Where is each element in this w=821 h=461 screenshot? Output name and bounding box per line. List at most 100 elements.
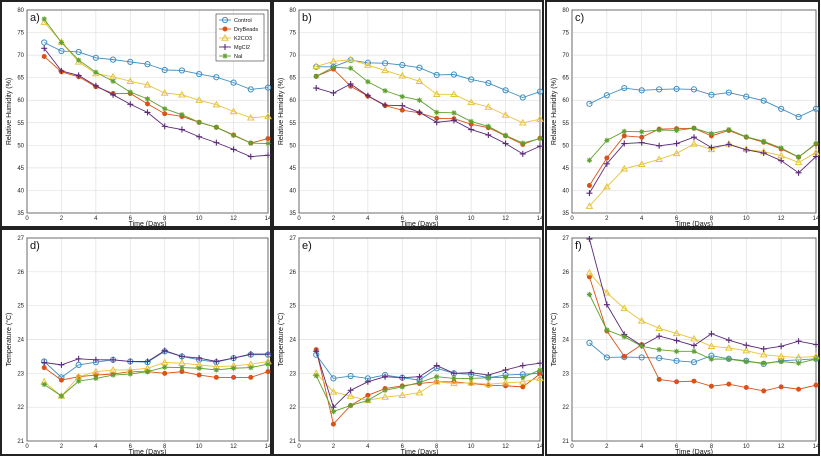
data-point-drybeads bbox=[674, 379, 680, 385]
data-point-mgcl2-shape bbox=[178, 126, 185, 133]
x-tick-label: 0 bbox=[570, 444, 574, 450]
data-point-drybeads-shape bbox=[330, 421, 336, 427]
data-point-mgcl2-shape bbox=[760, 150, 767, 157]
data-point-mgcl2 bbox=[196, 355, 203, 362]
data-point-k2co3 bbox=[381, 66, 389, 74]
data-point-nai-shape bbox=[213, 124, 219, 130]
data-point-control bbox=[743, 93, 750, 100]
x-tick-label: 8 bbox=[435, 216, 439, 222]
x-axis-label: Time (Days) bbox=[401, 449, 439, 456]
data-point-k2co3-shape bbox=[432, 377, 441, 385]
data-point-k2co3-shape bbox=[381, 393, 389, 400]
data-point-mgcl2 bbox=[92, 356, 99, 363]
y-tick-label: 22 bbox=[289, 405, 296, 411]
data-point-control-shape bbox=[264, 84, 272, 91]
data-point-mgcl2-shape bbox=[813, 153, 819, 160]
data-point-k2co3 bbox=[450, 90, 458, 98]
data-point-mgcl2 bbox=[450, 370, 457, 377]
y-tick-label: 35 bbox=[17, 211, 24, 217]
series-nai bbox=[41, 361, 271, 399]
data-point-k2co3 bbox=[467, 98, 476, 106]
data-point-nai bbox=[537, 135, 543, 142]
data-point-mgcl2-shape bbox=[433, 119, 440, 126]
data-point-nai bbox=[348, 402, 354, 409]
x-tick-label: 2 bbox=[60, 444, 64, 450]
data-point-k2co3-shape bbox=[346, 55, 355, 63]
data-point-drybeads-shape bbox=[691, 378, 697, 384]
data-point-nai-shape bbox=[179, 112, 185, 118]
data-point-mgcl2-shape bbox=[178, 353, 185, 360]
data-point-nai bbox=[708, 131, 715, 137]
data-point-mgcl2 bbox=[485, 131, 492, 138]
series-line-drybeads bbox=[316, 68, 541, 145]
data-point-k2co3-shape bbox=[620, 304, 629, 312]
data-point-nai bbox=[127, 89, 133, 95]
data-point-mgcl2 bbox=[708, 144, 715, 151]
data-point-nai bbox=[144, 96, 151, 102]
data-point-nai-shape bbox=[93, 69, 99, 75]
data-point-nai bbox=[761, 138, 767, 144]
data-point-mgcl2-shape bbox=[795, 169, 802, 176]
series-line-k2co3 bbox=[315, 373, 541, 401]
data-point-mgcl2-shape bbox=[537, 360, 543, 367]
data-point-k2co3-shape bbox=[518, 118, 527, 126]
data-point-nai-shape bbox=[451, 110, 457, 116]
data-point-nai-shape bbox=[673, 127, 680, 134]
data-point-nai bbox=[485, 123, 491, 129]
data-point-mgcl2-shape bbox=[144, 109, 151, 116]
data-point-k2co3 bbox=[637, 316, 646, 324]
y-tick-label: 25 bbox=[17, 304, 24, 310]
data-point-nai-shape bbox=[604, 137, 610, 143]
data-point-drybeads bbox=[639, 134, 645, 140]
x-tick-label: 10 bbox=[196, 216, 203, 222]
data-point-mgcl2 bbox=[347, 80, 354, 87]
data-point-mgcl2-shape bbox=[638, 139, 645, 146]
y-tick-label: 40 bbox=[562, 188, 569, 194]
data-point-k2co3 bbox=[536, 115, 544, 122]
data-point-nai-shape bbox=[537, 367, 543, 373]
data-point-drybeads bbox=[248, 374, 254, 380]
data-point-control-shape bbox=[247, 86, 254, 93]
data-point-drybeads-shape bbox=[399, 107, 405, 113]
data-point-control-shape bbox=[656, 355, 663, 362]
data-point-nai-shape bbox=[313, 373, 319, 379]
data-point-k2co3 bbox=[602, 182, 611, 190]
data-point-drybeads-shape bbox=[586, 182, 592, 188]
axes-box bbox=[571, 237, 817, 442]
data-point-control-shape bbox=[127, 58, 134, 65]
y-tick-label: 26 bbox=[289, 270, 296, 276]
data-point-mgcl2 bbox=[247, 351, 254, 358]
x-tick-label: 12 bbox=[230, 444, 237, 450]
data-point-nai-shape bbox=[621, 128, 627, 134]
data-point-mgcl2-shape bbox=[41, 359, 48, 366]
data-point-nai bbox=[778, 145, 784, 151]
data-point-mgcl2-shape bbox=[364, 378, 371, 385]
data-point-mgcl2-shape bbox=[621, 140, 628, 147]
data-point-mgcl2 bbox=[127, 101, 134, 108]
data-point-mgcl2 bbox=[656, 333, 663, 340]
data-point-mgcl2-shape bbox=[144, 358, 151, 365]
data-point-mgcl2-shape bbox=[364, 92, 371, 99]
data-point-control-shape bbox=[347, 372, 354, 380]
data-point-control bbox=[673, 85, 680, 93]
data-point-k2co3-shape bbox=[329, 387, 338, 395]
data-point-drybeads bbox=[231, 374, 237, 380]
data-point-control-shape bbox=[75, 361, 82, 368]
legend-entry: MgCl2 bbox=[234, 45, 250, 51]
x-tick-label: 6 bbox=[129, 444, 133, 450]
data-point-mgcl2-shape bbox=[416, 109, 423, 116]
data-point-drybeads-shape bbox=[58, 377, 64, 383]
data-point-nai-shape bbox=[795, 360, 802, 366]
data-point-mgcl2 bbox=[382, 373, 389, 380]
data-point-drybeads-shape bbox=[778, 384, 784, 390]
data-point-control-shape bbox=[450, 71, 458, 78]
data-point-k2co3 bbox=[212, 100, 221, 108]
data-point-mgcl2-shape bbox=[603, 301, 610, 308]
data-point-nai bbox=[468, 375, 474, 382]
data-point-k2co3-shape bbox=[467, 378, 476, 386]
x-axis-label: Time (Days) bbox=[401, 221, 439, 228]
data-point-nai-shape bbox=[743, 134, 749, 140]
y-tick-label: 75 bbox=[289, 31, 296, 37]
y-tick-label: 24 bbox=[562, 338, 569, 344]
